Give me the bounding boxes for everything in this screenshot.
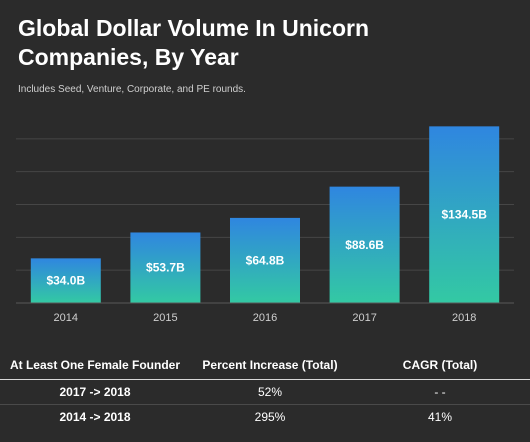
bar-value-label: $64.8B	[246, 253, 285, 267]
bar-chart: $34.0B 2014 $53.7B 2015 $64.8B 2016 $88.6B 2017…	[16, 126, 514, 324]
bar-2015	[130, 232, 201, 303]
bar-2017	[329, 186, 400, 303]
chart-title: Global Dollar Volume In Unicorn Companie…	[18, 15, 369, 70]
x-tick-label: 2018	[452, 312, 476, 324]
table-row: 2014 -> 2018 295% 41%	[0, 405, 530, 430]
table-header-row: At Least One Female Founder Percent Incr…	[0, 351, 530, 380]
x-tick-label: 2015	[153, 312, 177, 324]
header-percent-increase: Percent Increase (Total)	[202, 358, 338, 372]
row-percent-increase: 52%	[257, 385, 283, 399]
chart-subtitle: Includes Seed, Venture, Corporate, and P…	[18, 84, 246, 95]
x-tick-label: 2017	[352, 312, 376, 324]
x-tick-label: 2014	[54, 312, 78, 324]
bar-2014	[30, 258, 101, 303]
header-cagr: CAGR (Total)	[402, 358, 478, 372]
row-cagr: - -	[434, 385, 446, 399]
row-percent-increase: 295%	[254, 410, 286, 424]
row-period: 2017 -> 2018	[59, 385, 131, 399]
bar-value-label: $53.7B	[146, 261, 185, 275]
row-period: 2014 -> 2018	[59, 410, 131, 424]
summary-table: At Least One Female Founder Percent Incr…	[0, 351, 530, 429]
bar-2018	[429, 126, 500, 304]
x-tick-label: 2016	[253, 312, 277, 324]
bar-value-label: $34.0B	[46, 274, 85, 288]
bar-value-label: $88.6B	[345, 238, 384, 252]
bar-value-label: $134.5B	[442, 208, 488, 222]
header-female-founder: At Least One Female Founder	[9, 358, 181, 372]
bar-2016	[230, 217, 300, 303]
table-row: 2017 -> 2018 52% - -	[0, 380, 530, 405]
row-cagr: 41%	[427, 410, 453, 424]
